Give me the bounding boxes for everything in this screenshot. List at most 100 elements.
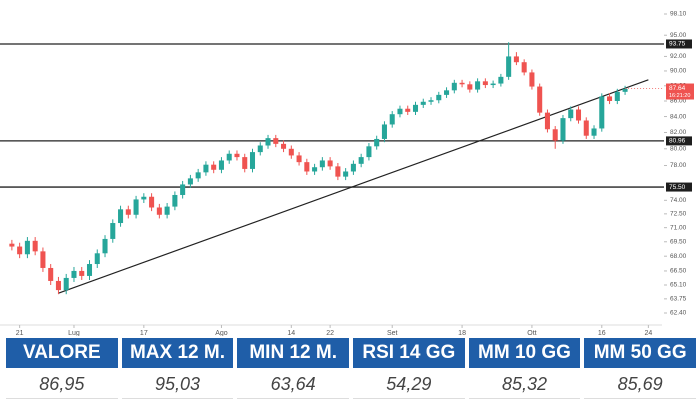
level-tag (666, 136, 692, 146)
candle-body (343, 171, 349, 177)
y-tick-label: 92.00 (670, 53, 687, 60)
candle-body (218, 160, 224, 170)
candle-body (506, 56, 512, 77)
candle-body (172, 194, 178, 207)
x-tick-label: 22 (326, 330, 334, 336)
x-tick-label: 24 (644, 330, 652, 336)
candle-body (265, 138, 271, 146)
candle-body (444, 90, 450, 95)
y-tick-label: 62.40 (670, 310, 687, 317)
candle-body (304, 162, 310, 172)
candle-body (288, 148, 294, 156)
value-cell: 63,64 (237, 368, 349, 399)
candle-body (436, 94, 442, 101)
last-price-label: 87.64 (669, 85, 686, 92)
candle-body (63, 277, 69, 291)
value-cell: 95,03 (121, 368, 234, 399)
y-tick-label: 78.00 (670, 162, 687, 169)
candle-body (180, 184, 186, 195)
candle-body (40, 251, 46, 268)
candle-body (381, 124, 387, 139)
candle-body (71, 270, 77, 278)
candle-body (568, 109, 574, 119)
countdown: 16:21:20 (669, 93, 690, 99)
candle-body (358, 157, 364, 164)
candle-body (249, 152, 256, 169)
candle-body (583, 120, 589, 136)
x-tick-label: 17 (140, 330, 148, 336)
candle-body (257, 145, 263, 153)
candle-body (420, 101, 426, 105)
last-price-tag (666, 83, 694, 100)
candle-body (149, 196, 155, 208)
x-tick-label: 21 (16, 330, 24, 336)
candle-body (156, 207, 162, 215)
y-tick-label: 65.10 (670, 282, 687, 289)
candle-body (24, 240, 30, 255)
y-tick-label: 72.50 (670, 211, 687, 218)
y-tick-label: 74.00 (670, 197, 687, 204)
candle-body (79, 270, 85, 276)
candle-body (273, 138, 279, 144)
candle-body (102, 238, 108, 254)
header-cell: MIN 12 M. (237, 338, 349, 368)
x-tick-label: 18 (458, 330, 466, 336)
candle-body (94, 253, 100, 265)
candle-body (9, 243, 15, 247)
level-label: 93.75 (669, 41, 686, 48)
candle-body (544, 112, 550, 130)
level-tag (666, 39, 692, 49)
candle-body (203, 164, 209, 173)
x-tick-label: Set (387, 330, 398, 336)
candle-body (575, 109, 582, 121)
candle-body (86, 264, 93, 276)
candle-body (242, 157, 248, 169)
y-tick-label: 84.00 (670, 113, 687, 120)
candle-body (599, 96, 605, 129)
y-tick-label: 86.00 (670, 98, 687, 105)
candle-body (327, 160, 333, 167)
stats-table: VALORE MAX 12 M. MIN 12 M. RSI 14 GG MM 10 G… (6, 338, 696, 399)
level-label: 75.50 (669, 184, 686, 191)
candle-body (467, 84, 473, 90)
candle-body (428, 100, 434, 102)
candle-body (529, 72, 535, 87)
candle-body (164, 206, 170, 215)
candle-body (622, 88, 628, 92)
candle-body (591, 128, 597, 136)
y-tick-label: 80.00 (670, 146, 687, 153)
candle-body (55, 280, 61, 291)
candle-body (389, 114, 395, 125)
y-tick-label: 82.00 (670, 129, 687, 136)
candle-body (141, 196, 147, 200)
candle-body (187, 178, 193, 185)
candle-body (537, 86, 543, 113)
candle-body (397, 108, 403, 115)
candle-body (226, 153, 232, 161)
y-tick-label: 69.50 (670, 239, 687, 246)
candle-body (405, 108, 411, 112)
candle-body (459, 82, 465, 85)
x-tick-label: Lug (68, 330, 80, 336)
header-cell: MM 10 GG (468, 338, 581, 368)
level-tag (666, 182, 692, 192)
candle-body (110, 223, 116, 239)
value-cell: 54,29 (352, 368, 465, 399)
value-cell: 86,95 (6, 368, 118, 399)
header-cell: MAX 12 M. (121, 338, 234, 368)
candle-body (32, 240, 38, 252)
candle-body (366, 146, 372, 158)
candle-body (281, 143, 287, 149)
candle-body (552, 129, 558, 141)
candle-body (312, 167, 318, 172)
y-tick-label: 63.75 (670, 296, 687, 303)
candle-body (521, 62, 527, 73)
candle-body (335, 166, 341, 177)
candle-body (195, 172, 201, 179)
candle-body (560, 118, 566, 141)
y-tick-label: 66.50 (670, 268, 687, 275)
candle-body (48, 267, 54, 281)
y-tick-label: 95.00 (670, 32, 687, 39)
candle-body (319, 160, 325, 168)
